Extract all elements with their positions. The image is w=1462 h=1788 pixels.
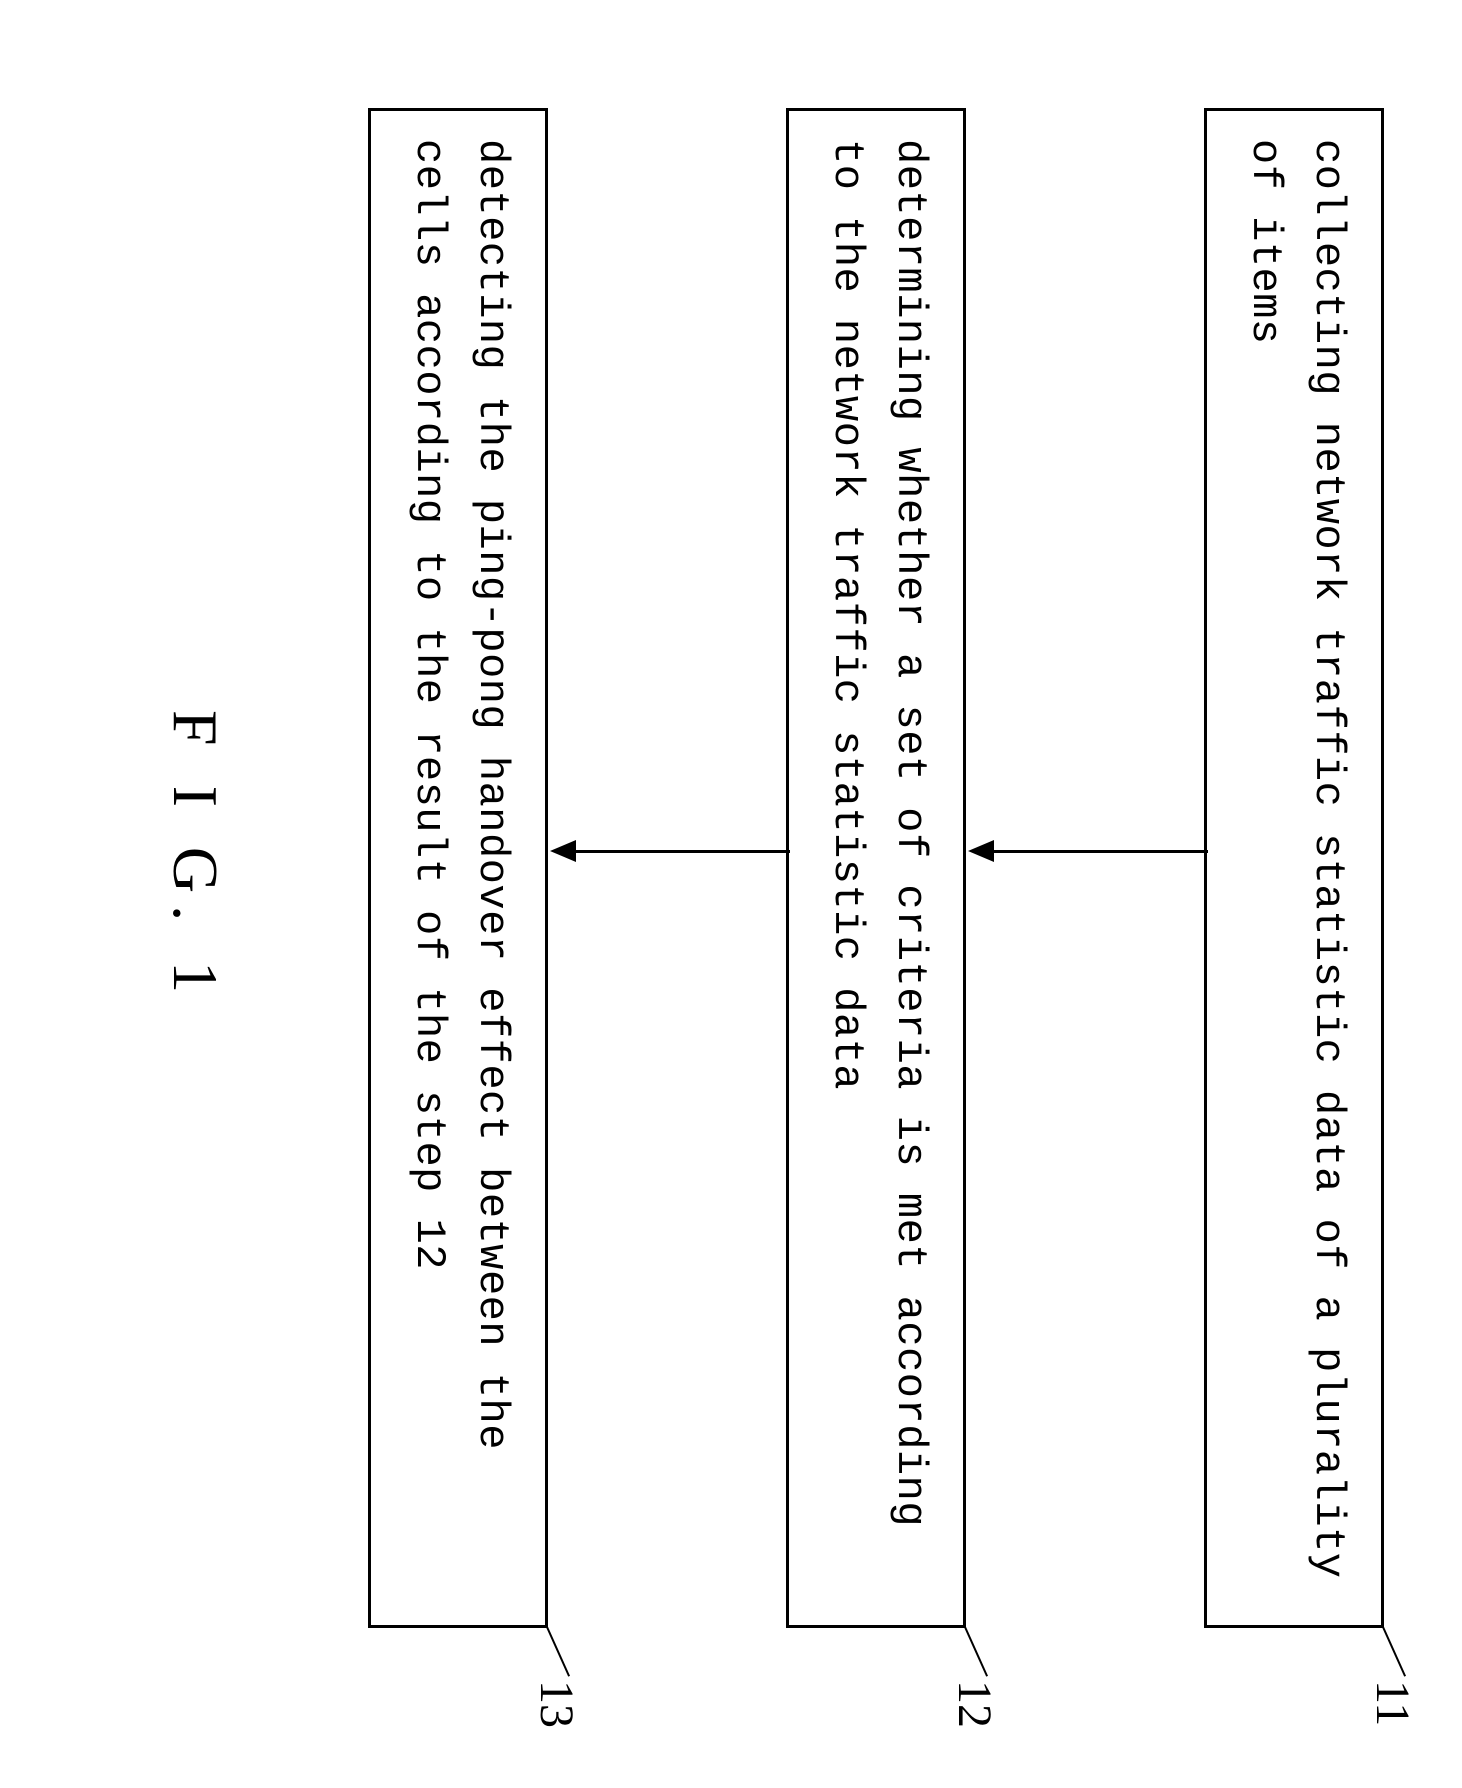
flow-arrow: [992, 850, 1208, 853]
step-ref-label: 13: [529, 1680, 584, 1728]
flowchart-stage: collecting network traffic statistic dat…: [0, 0, 1462, 1788]
flow-step-box: detecting the ping-pong handover effect …: [368, 108, 548, 1628]
flow-arrow-head: [968, 840, 994, 862]
step-ref-label: 11: [1365, 1680, 1420, 1726]
step-ref-label: 12: [947, 1680, 1002, 1728]
leader-line: [546, 1627, 570, 1677]
flow-arrow: [574, 850, 790, 853]
flow-arrow-head: [550, 840, 576, 862]
leader-line: [964, 1627, 988, 1677]
flow-step-12: determining whether a set of criteria is…: [786, 108, 966, 1628]
figure-caption: F I G. 1: [158, 710, 232, 1005]
flow-step-box: determining whether a set of criteria is…: [786, 108, 966, 1628]
flow-step-13: detecting the ping-pong handover effect …: [368, 108, 548, 1628]
flow-step-box: collecting network traffic statistic dat…: [1204, 108, 1384, 1628]
flow-step-11: collecting network traffic statistic dat…: [1204, 108, 1384, 1628]
leader-line: [1382, 1627, 1406, 1677]
